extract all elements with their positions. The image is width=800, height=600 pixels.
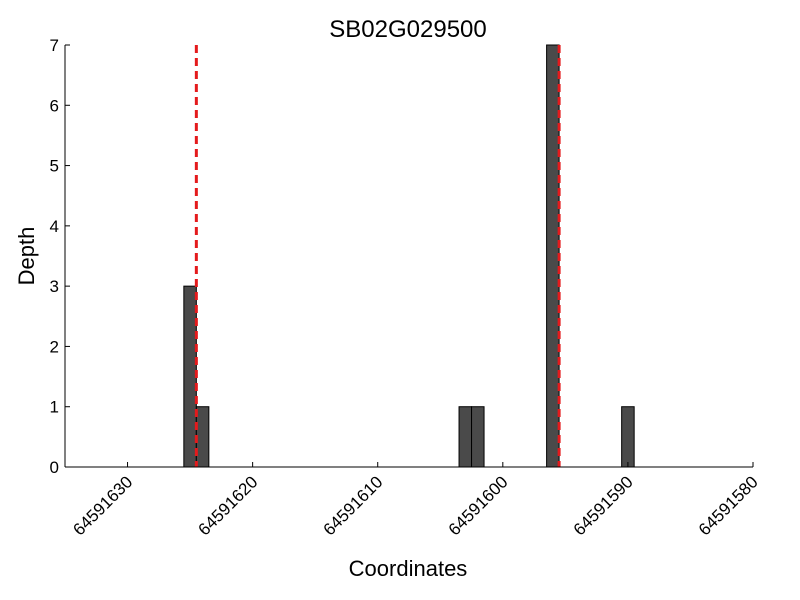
y-ticks-group: 0 1 2 3 4 5 6 7 (50, 36, 70, 477)
marker-lines-group (194, 45, 561, 467)
y-tick-label-3: 3 (50, 277, 59, 296)
y-tick-label-1: 1 (50, 398, 59, 417)
y-tick-label-2: 2 (50, 337, 59, 356)
y-tick-label-0: 0 (50, 458, 59, 477)
bar-0 (183, 285, 197, 468)
y-tick-label-4: 4 (50, 217, 59, 236)
x-tick-label-64591630: 64591630 (69, 472, 136, 539)
bar-2 (458, 406, 473, 468)
x-tick-label-64591600: 64591600 (445, 472, 512, 539)
y-tick-label-6: 6 (50, 96, 59, 115)
bar-5 (621, 406, 635, 468)
y-axis-title: Depth (14, 227, 39, 286)
x-tick-label-64591620: 64591620 (195, 472, 262, 539)
x-tick-label-64591580: 64591580 (695, 472, 762, 539)
bar-3 (471, 406, 485, 468)
y-tick-label-7: 7 (50, 36, 59, 55)
bar-4 (546, 44, 560, 468)
x-tick-label-64591610: 64591610 (320, 472, 387, 539)
y-tick-label-5: 5 (50, 157, 59, 176)
bar-1 (195, 406, 210, 468)
x-axis-title: Coordinates (349, 556, 468, 581)
x-tick-label-64591590: 64591590 (570, 472, 637, 539)
chart-title: SB02G029500 (329, 16, 486, 43)
x-ticks-group: 64591630 64591620 64591610 64591600 64591590… (69, 462, 762, 539)
axes-group (64, 45, 753, 468)
bars-group (183, 44, 635, 468)
